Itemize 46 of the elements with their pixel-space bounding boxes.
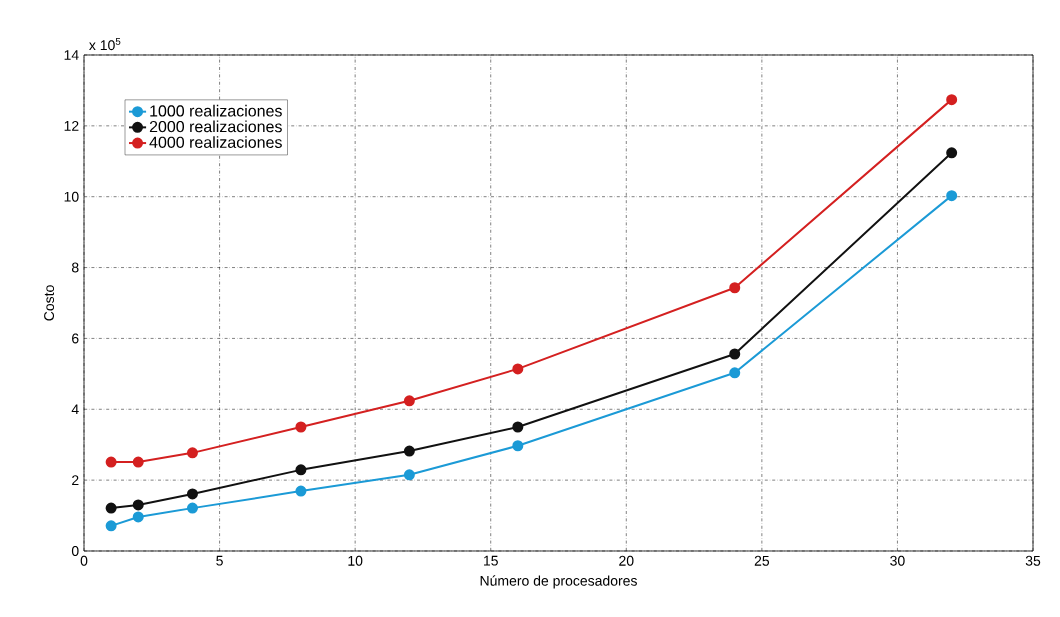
point bbox=[729, 367, 741, 379]
point bbox=[295, 464, 307, 476]
point bbox=[132, 499, 144, 511]
point bbox=[403, 445, 415, 457]
legend-label: 4000 realizaciones bbox=[149, 136, 282, 148]
y-tick-label: 0 bbox=[71, 546, 79, 556]
point bbox=[186, 488, 198, 500]
y-tick-label: 2 bbox=[72, 475, 79, 486]
point bbox=[132, 511, 144, 523]
legend-label: 2000 realizaciones bbox=[149, 120, 282, 133]
y-tick-label: 12 bbox=[64, 120, 79, 131]
point bbox=[946, 190, 958, 202]
x-tick-label: 15 bbox=[484, 555, 498, 566]
point bbox=[729, 282, 741, 294]
x-tick-label: 25 bbox=[754, 555, 770, 566]
x-tick-label: 35 bbox=[1025, 555, 1041, 566]
y-tick-label: 14 bbox=[64, 50, 79, 60]
y-tick-label: 8 bbox=[71, 262, 79, 273]
point bbox=[132, 456, 144, 468]
x-tick-label: 30 bbox=[890, 555, 905, 566]
point bbox=[295, 485, 307, 497]
x-tick-label: 10 bbox=[348, 555, 363, 566]
y-tick-label: 10 bbox=[64, 191, 79, 202]
x-axis-title: Número de procesadores bbox=[480, 575, 637, 589]
point bbox=[295, 421, 307, 433]
x-tick-label: 0 bbox=[80, 555, 88, 566]
point bbox=[512, 363, 524, 375]
point bbox=[512, 440, 524, 452]
point bbox=[946, 94, 958, 106]
y-tick-label: 6 bbox=[72, 333, 79, 344]
point bbox=[105, 456, 117, 468]
point bbox=[729, 348, 741, 360]
point bbox=[512, 421, 524, 433]
x-tick-label: 20 bbox=[619, 555, 634, 566]
x-tick-label: 5 bbox=[216, 555, 223, 566]
point bbox=[186, 447, 198, 459]
point bbox=[403, 395, 415, 407]
legend-label: 1000 realizaciones bbox=[150, 104, 282, 117]
point bbox=[946, 147, 958, 159]
y-axis-title: Costo bbox=[44, 285, 55, 321]
text: x 10$^{5}$ bbox=[89, 38, 121, 51]
point bbox=[403, 469, 415, 481]
y-tick-label: 4 bbox=[71, 404, 79, 415]
point bbox=[186, 502, 198, 514]
point bbox=[105, 502, 117, 514]
point bbox=[105, 520, 117, 532]
